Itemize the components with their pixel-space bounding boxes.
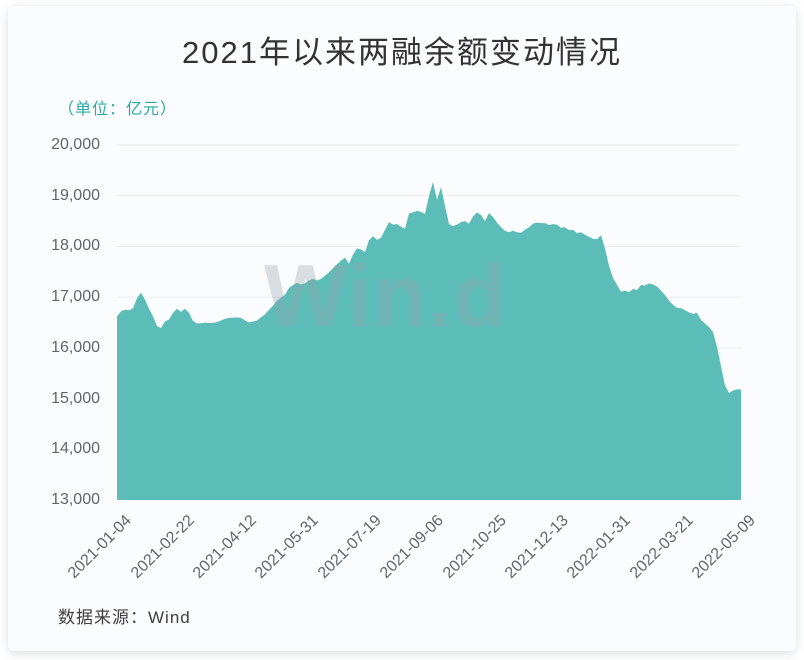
y-tick-label: 14,000 bbox=[51, 440, 100, 458]
y-tick-label: 19,000 bbox=[51, 186, 100, 204]
y-tick-label: 15,000 bbox=[51, 389, 100, 407]
page-title: 2021年以来两融余额变动情况 bbox=[182, 35, 622, 70]
y-tick-label: 17,000 bbox=[51, 288, 100, 306]
y-tick-label: 18,000 bbox=[51, 237, 100, 255]
data-source-label: 数据来源：Wind bbox=[58, 608, 191, 627]
y-tick-label: 20,000 bbox=[51, 136, 100, 153]
margin-balance-area-series bbox=[117, 182, 741, 500]
y-tick-label: 13,000 bbox=[51, 491, 100, 508]
unit-label: （单位：亿元） bbox=[58, 101, 178, 118]
y-tick-label: 16,000 bbox=[51, 338, 100, 356]
